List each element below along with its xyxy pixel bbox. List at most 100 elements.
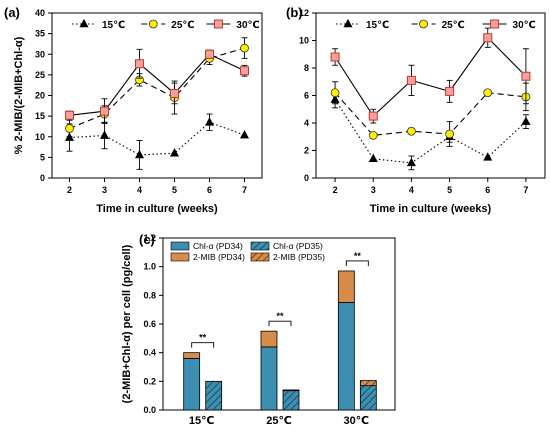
x-tick-label: 3 <box>102 185 107 195</box>
data-point <box>483 88 493 98</box>
legend-label: 30℃ <box>513 20 536 31</box>
data-point <box>521 71 531 81</box>
bar-chl-pd34 <box>337 302 355 411</box>
legend-marker <box>79 18 89 28</box>
chart-b: 0 2 4 6 8 10 12 2 3 4 5 6 7 15℃ 25℃ 30℃ Time in culture … <box>286 5 546 215</box>
legend-label: 2-MIB (PD34) <box>193 252 245 262</box>
data-point <box>368 111 378 121</box>
bar-mib-pd35 <box>282 389 300 392</box>
x-axis-label: Time in culture (weeks) <box>96 203 218 215</box>
significance-bracket <box>268 320 292 327</box>
y-tick-label: 15 <box>35 111 45 121</box>
y-tick-label: 10 <box>299 36 309 46</box>
y-axis-label: % 2-MIB/(2-MIB+Chl-α) <box>13 36 25 154</box>
data-point <box>406 157 416 167</box>
y-tick-label: 30 <box>35 49 45 59</box>
legend-marker <box>419 19 428 29</box>
significance-bracket <box>345 260 369 266</box>
x-tick-label: 5 <box>447 185 452 195</box>
y-tick-label: 0.0 <box>143 405 156 415</box>
bar-chl-pd35 <box>282 390 300 411</box>
y-tick-label: 25 <box>35 70 45 80</box>
series-line <box>334 36 527 117</box>
data-point <box>483 152 493 161</box>
data-point <box>406 75 416 85</box>
data-point <box>170 148 179 157</box>
data-point <box>445 129 454 139</box>
significance-label: ** <box>199 333 207 343</box>
data-point <box>407 126 416 136</box>
series-line <box>69 121 245 156</box>
y-tick-label: 1.2 <box>143 233 156 243</box>
y-tick-label: 8 <box>304 63 309 73</box>
y-tick-label: 6 <box>304 91 309 101</box>
bar-mib-pd34 <box>260 330 278 348</box>
series-line <box>334 99 527 164</box>
data-point <box>205 117 214 126</box>
legend-label: 15℃ <box>366 20 389 31</box>
panel-label: (a) <box>4 5 20 20</box>
data-point <box>100 106 109 116</box>
y-tick-label: 0 <box>304 173 309 183</box>
x-tick-label: 2 <box>67 185 72 195</box>
x-tick-label: 7 <box>242 185 247 195</box>
series-line <box>69 53 245 116</box>
bar-chl-pd35 <box>205 380 223 411</box>
category-label: 15℃ <box>189 415 215 427</box>
data-point <box>65 124 74 133</box>
legend-swatch <box>250 241 270 251</box>
panel-label: (b) <box>286 5 303 20</box>
data-point <box>205 49 214 59</box>
data-point <box>483 33 493 43</box>
legend-label: 30℃ <box>236 20 259 31</box>
y-tick-label: 0.8 <box>143 290 156 300</box>
legend-marker <box>490 19 500 29</box>
y-tick-label: 0 <box>40 173 45 183</box>
data-point <box>240 129 249 139</box>
legend-label: 2-MIB (PD35) <box>273 252 325 262</box>
category-label: 30℃ <box>344 415 370 427</box>
y-tick-label: 20 <box>35 91 45 101</box>
data-point <box>368 153 378 163</box>
data-point <box>368 130 378 140</box>
x-tick-label: 7 <box>523 185 528 195</box>
bar-chl-pd34 <box>183 357 201 411</box>
x-tick-label: 5 <box>172 185 177 195</box>
bar-chl-pd34 <box>260 346 278 411</box>
plot-frame <box>51 12 263 179</box>
y-tick-label: 1.0 <box>143 262 156 272</box>
series-line <box>334 92 526 136</box>
bar-mib-pd34 <box>337 270 355 303</box>
legend-swatch <box>170 241 190 251</box>
y-tick-label: 0.4 <box>143 348 156 358</box>
y-tick-label: 0.6 <box>143 319 156 329</box>
legend-label: Chl-α (PD34) <box>193 241 243 251</box>
bar-chl-pd35 <box>359 385 377 411</box>
y-tick-label: 5 <box>40 152 45 162</box>
y-tick-label: 40 <box>35 8 45 18</box>
series-line <box>69 47 245 130</box>
y-tick-label: 10 <box>35 132 45 142</box>
data-point <box>521 116 531 125</box>
y-tick-label: 2 <box>304 146 309 156</box>
y-tick-label: 0.2 <box>143 376 156 386</box>
bar-mib-pd34 <box>183 352 201 359</box>
chart-c: 0.0 0.2 0.4 0.6 0.8 1.0 1.2 ** 15℃ ** 25℃ ** 30℃ Chl-… <box>121 232 396 427</box>
legend-label: 25℃ <box>442 20 465 31</box>
significance-bracket <box>191 342 215 348</box>
significance-label: ** <box>354 251 362 261</box>
data-point <box>240 66 249 76</box>
legend-marker <box>343 18 353 28</box>
x-tick-label: 6 <box>207 185 212 195</box>
data-point <box>445 86 455 96</box>
data-point <box>65 110 74 120</box>
data-point <box>330 88 340 98</box>
bar-mib-pd35 <box>359 380 377 387</box>
legend-swatch <box>170 252 190 262</box>
y-axis-label: (2-MIB+Chl-α) per cell (pg/cell) <box>121 244 133 403</box>
legend-label: 25℃ <box>171 20 194 31</box>
data-point <box>100 130 109 139</box>
x-axis-label: Time in culture (weeks) <box>370 203 492 215</box>
data-point <box>135 149 144 159</box>
